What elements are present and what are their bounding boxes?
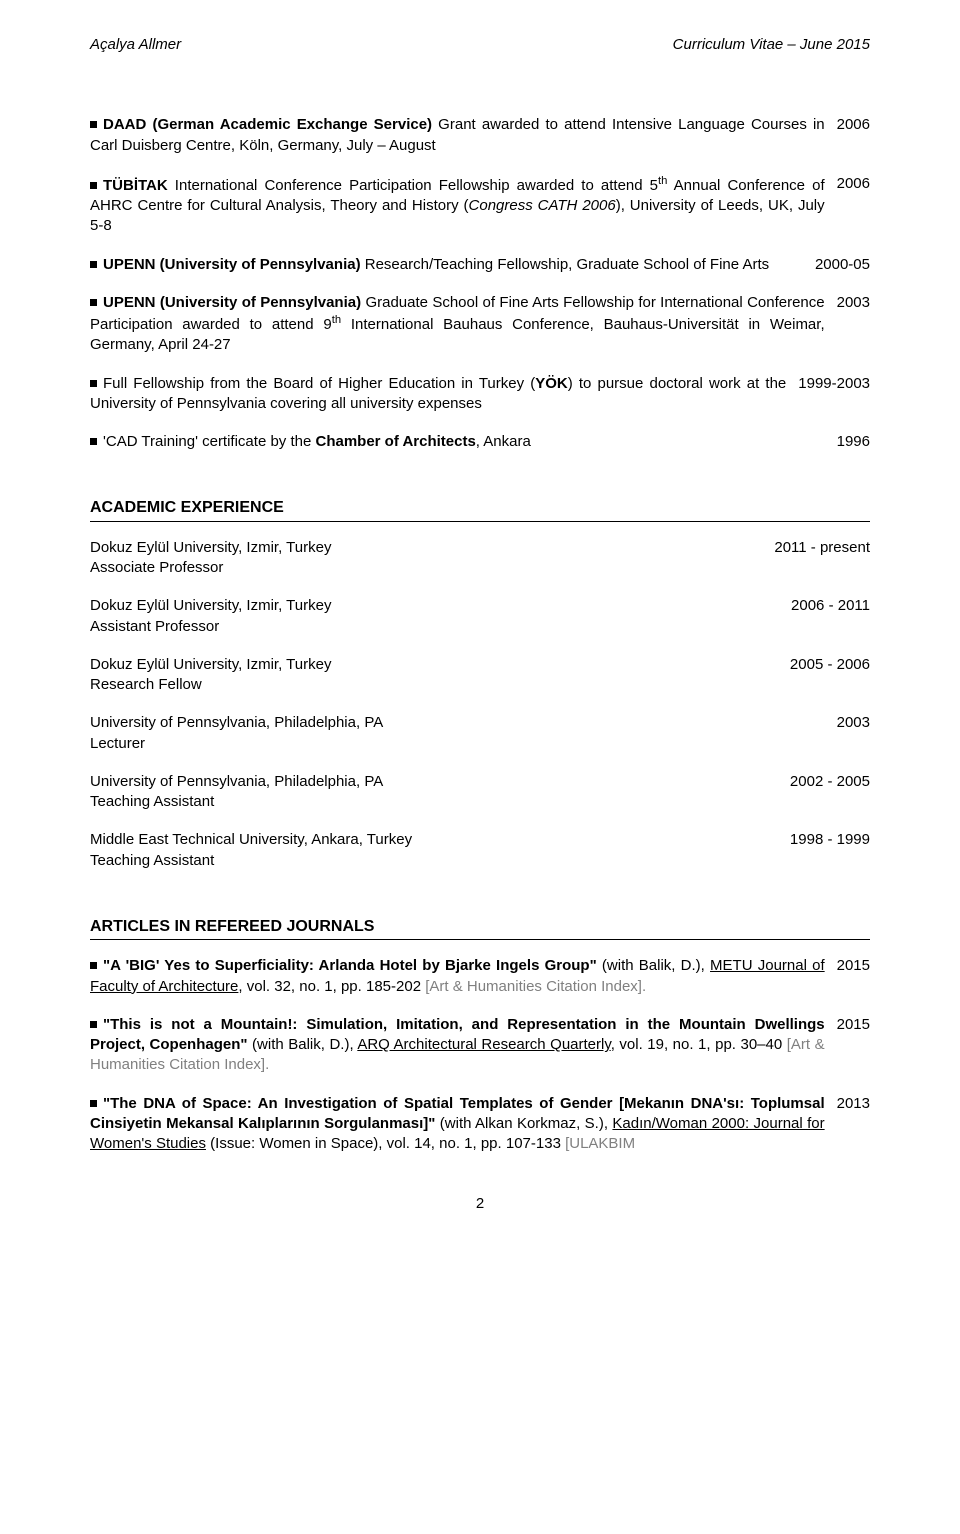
experience-item: Dokuz Eylül University, Izmir, Turkey As… bbox=[90, 596, 870, 637]
section-articles-title: ARTICLES IN REFEREED JOURNALS bbox=[90, 916, 870, 938]
experience-year: 1998 - 1999 bbox=[790, 830, 870, 871]
article-entry: "This is not a Mountain!: Simulation, Im… bbox=[90, 1015, 870, 1076]
award-entry: TÜBİTAK International Conference Partici… bbox=[90, 174, 870, 237]
award-year: 1999-2003 bbox=[798, 374, 870, 394]
bullet-icon bbox=[90, 121, 97, 128]
award-year: 2006 bbox=[837, 174, 870, 194]
experience-institution: Dokuz Eylül University, Izmir, Turkey bbox=[90, 538, 331, 558]
bullet-icon bbox=[90, 380, 97, 387]
article-text: "This is not a Mountain!: Simulation, Im… bbox=[90, 1015, 837, 1076]
section-divider bbox=[90, 521, 870, 522]
experience-institution: Middle East Technical University, Ankara… bbox=[90, 830, 412, 850]
experience-year: 2003 bbox=[837, 713, 870, 754]
bullet-icon bbox=[90, 299, 97, 306]
experience-role: Lecturer bbox=[90, 734, 383, 754]
award-text: 'CAD Training' certificate by the Chambe… bbox=[90, 432, 837, 452]
award-year: 2000-05 bbox=[815, 255, 870, 275]
experience-role: Teaching Assistant bbox=[90, 792, 383, 812]
article-text: "The DNA of Space: An Investigation of S… bbox=[90, 1094, 837, 1155]
experience-institution: University of Pennsylvania, Philadelphia… bbox=[90, 713, 383, 733]
award-entry: DAAD (German Academic Exchange Service) … bbox=[90, 115, 870, 156]
experience-item: Dokuz Eylül University, Izmir, Turkey Re… bbox=[90, 655, 870, 696]
award-entry: Full Fellowship from the Board of Higher… bbox=[90, 374, 870, 415]
bullet-icon bbox=[90, 182, 97, 189]
page-number: 2 bbox=[90, 1194, 870, 1214]
experience-item: Dokuz Eylül University, Izmir, Turkey As… bbox=[90, 538, 870, 579]
experience-institution: University of Pennsylvania, Philadelphia… bbox=[90, 772, 383, 792]
bullet-icon bbox=[90, 1100, 97, 1107]
award-text: TÜBİTAK International Conference Partici… bbox=[90, 174, 837, 237]
award-year: 2006 bbox=[837, 115, 870, 135]
award-text: DAAD (German Academic Exchange Service) … bbox=[90, 115, 837, 156]
bullet-icon bbox=[90, 962, 97, 969]
experience-year: 2006 - 2011 bbox=[791, 596, 870, 637]
award-text: UPENN (University of Pennsylvania) Gradu… bbox=[90, 293, 837, 356]
award-year: 2003 bbox=[837, 293, 870, 313]
experience-item: Middle East Technical University, Ankara… bbox=[90, 830, 870, 871]
section-academic-title: ACADEMIC EXPERIENCE bbox=[90, 497, 870, 519]
bullet-icon bbox=[90, 1021, 97, 1028]
experience-year: 2011 - present bbox=[774, 538, 870, 579]
experience-role: Associate Professor bbox=[90, 558, 331, 578]
header-title: Curriculum Vitae – June 2015 bbox=[673, 35, 870, 55]
award-text: UPENN (University of Pennsylvania) Resea… bbox=[90, 255, 815, 275]
page-header: Açalya Allmer Curriculum Vitae – June 20… bbox=[90, 35, 870, 55]
article-entry: "The DNA of Space: An Investigation of S… bbox=[90, 1094, 870, 1155]
experience-role: Teaching Assistant bbox=[90, 851, 412, 871]
experience-item: University of Pennsylvania, Philadelphia… bbox=[90, 772, 870, 813]
header-name: Açalya Allmer bbox=[90, 35, 181, 55]
section-divider bbox=[90, 939, 870, 940]
article-year: 2015 bbox=[837, 1015, 870, 1035]
article-year: 2013 bbox=[837, 1094, 870, 1114]
experience-role: Assistant Professor bbox=[90, 617, 331, 637]
experience-item: University of Pennsylvania, Philadelphia… bbox=[90, 713, 870, 754]
article-year: 2015 bbox=[837, 956, 870, 976]
bullet-icon bbox=[90, 261, 97, 268]
award-year: 1996 bbox=[837, 432, 870, 452]
experience-year: 2002 - 2005 bbox=[790, 772, 870, 813]
bullet-icon bbox=[90, 438, 97, 445]
experience-institution: Dokuz Eylül University, Izmir, Turkey bbox=[90, 596, 331, 616]
experience-institution: Dokuz Eylül University, Izmir, Turkey bbox=[90, 655, 331, 675]
award-entry: UPENN (University of Pennsylvania) Resea… bbox=[90, 255, 870, 275]
article-entry: "A 'BIG' Yes to Superficiality: Arlanda … bbox=[90, 956, 870, 997]
award-entry: 'CAD Training' certificate by the Chambe… bbox=[90, 432, 870, 452]
award-text: Full Fellowship from the Board of Higher… bbox=[90, 374, 798, 415]
experience-year: 2005 - 2006 bbox=[790, 655, 870, 696]
article-text: "A 'BIG' Yes to Superficiality: Arlanda … bbox=[90, 956, 837, 997]
experience-role: Research Fellow bbox=[90, 675, 331, 695]
award-entry: UPENN (University of Pennsylvania) Gradu… bbox=[90, 293, 870, 356]
